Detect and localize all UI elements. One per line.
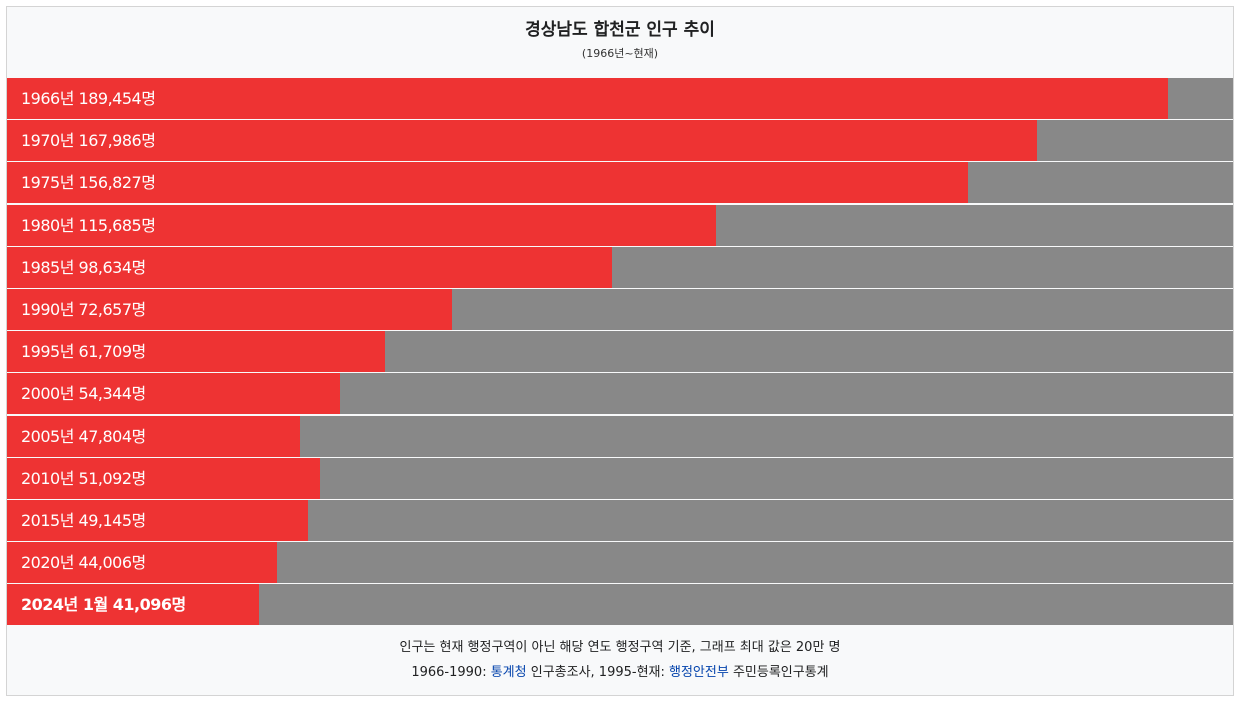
bar-label: 1990년 72,657명 [21,299,146,319]
bar-row: 1966년 189,454명 [7,78,1233,119]
bar-row: 2005년 47,804명 [7,415,1233,457]
bar-row: 2000년 54,344명 [7,373,1233,415]
bar-fill [7,78,1169,119]
bar-row: 1975년 156,827명 [7,162,1233,204]
bar-fill [7,288,453,330]
bar-label: 1995년 61,709명 [21,342,146,362]
chart-footer: 인구는 현재 행정구역이 아닌 해당 연도 행정구역 기준, 그래프 최대 값은… [7,629,1233,682]
bar-label: 2000년 54,344명 [21,384,146,404]
bar-label: 2020년 44,006명 [21,553,146,573]
chart-frame: 경상남도 합천군 인구 추이 (1966년~현재) 1966년 189,454명… [6,6,1234,696]
bar-row: 1980년 115,685명 [7,204,1233,246]
bar-label: 1975년 156,827명 [21,173,156,193]
bar-label: 1985년 98,634명 [21,257,146,277]
bar-label: 2015년 49,145명 [21,510,146,530]
bar-row: 2020년 44,006명 [7,542,1233,584]
source-link-ministry-interior[interactable]: 행정안전부 [669,665,729,680]
bar-fill [7,415,301,457]
bar-row: 1990년 72,657명 [7,288,1233,330]
bar-fill [7,246,612,288]
bar-row: 1995년 61,709명 [7,331,1233,373]
bar-fill [7,584,259,626]
bar-label: 1966년 189,454명 [21,89,156,108]
chart-subtitle: (1966년~현재) [581,47,659,60]
bar-fill [7,373,341,415]
bar-label: 1980년 115,685명 [21,215,156,235]
bar-fill [7,457,321,499]
bar-row: 1985년 98,634명 [7,246,1233,288]
bar-row: 1970년 167,986명 [7,120,1233,162]
bar-fill [7,204,717,246]
bar-fill [7,331,386,373]
bar-label: 1970년 167,986명 [21,131,156,151]
footer-note: 인구는 현재 행정구역이 아닌 해당 연도 행정구역 기준, 그래프 최대 값은… [399,640,841,655]
bar-row: 2010년 51,092명 [7,457,1233,499]
chart-title: 경상남도 합천군 인구 추이 [525,20,715,40]
source-suffix: 주민등록인구통계 [728,665,829,680]
bar-fill [7,120,1037,162]
bar-fill [7,162,969,204]
bar-label: 2010년 51,092명 [21,468,146,488]
bar-row: 2015년 49,145명 [7,499,1233,541]
chart-header: 경상남도 합천군 인구 추이 (1966년~현재) [7,7,1233,78]
bar-row: 2024년 1월 41,096명 [7,584,1233,626]
bar-fill [7,542,277,584]
footer-source: 1966-1990: 통계청 인구총조사, 1995-현재: 행정안전부 주민등… [7,664,1233,682]
source-prefix: 1966-1990: [411,665,491,680]
bar-label: 2005년 47,804명 [21,426,146,446]
source-mid: 인구총조사, 1995-현재: [526,665,670,680]
source-link-statistics-korea[interactable]: 통계청 [490,665,527,680]
bar-list: 1966년 189,454명 1970년 167,986명 1975년 156,82… [7,78,1233,626]
bar-label: 2024년 1월 41,096명 [21,595,186,615]
bar-fill [7,499,309,541]
